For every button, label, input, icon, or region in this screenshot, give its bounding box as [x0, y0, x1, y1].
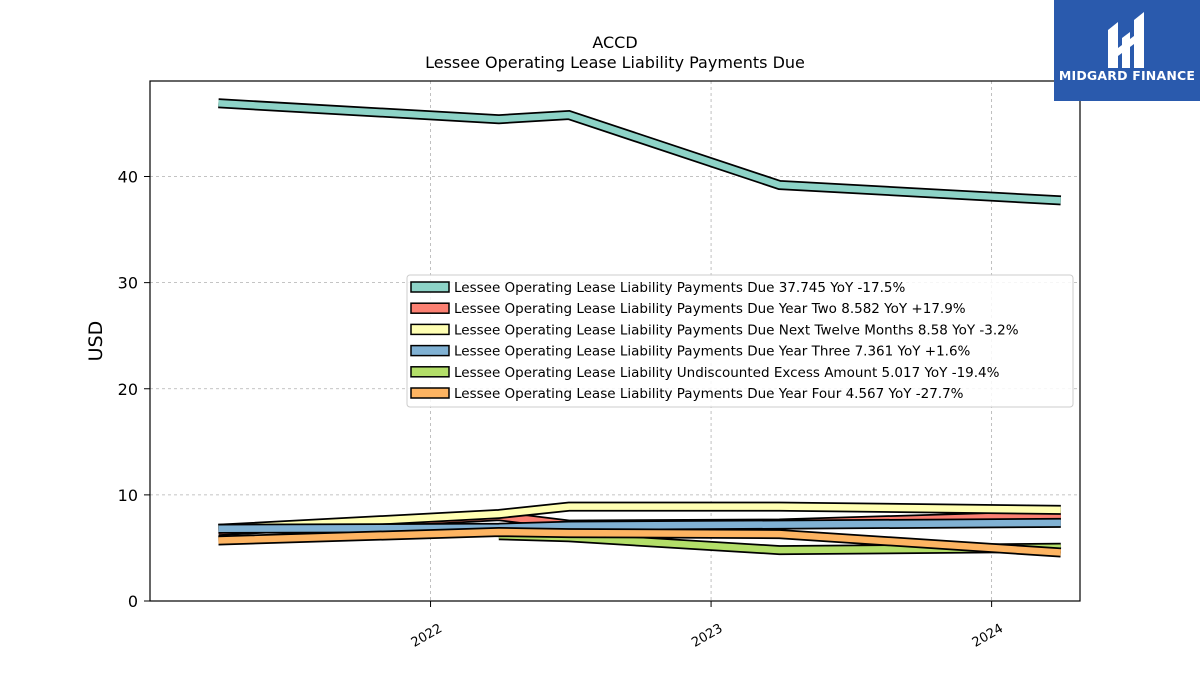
series-fill — [218, 528, 1062, 556]
y-tick-label: 30 — [118, 274, 138, 293]
x-axis: 2022 2023 2024 — [409, 601, 1006, 651]
legend-item: Lessee Operating Lease Liability Payment… — [410, 280, 905, 296]
plot-frame — [149, 80, 1081, 602]
legend-swatch — [410, 387, 450, 399]
y-axis: 0 10 20 30 40 — [118, 168, 150, 611]
legend-label: Lessee Operating Lease Liability Payment… — [454, 280, 905, 296]
y-tick-label: 10 — [118, 486, 138, 505]
x-tick-label: 2023 — [689, 621, 725, 651]
x-tick-label: 2024 — [970, 621, 1006, 651]
y-tick-label: 40 — [118, 168, 138, 187]
legend-item: Lessee Operating Lease Liability Payment… — [410, 386, 964, 402]
series-line — [218, 517, 1061, 534]
legend-item: Lessee Operating Lease Liability Undisco… — [410, 365, 1000, 381]
legend-label: Lessee Operating Lease Liability Payment… — [454, 301, 966, 317]
y-tick-label: 20 — [118, 380, 138, 399]
chart-title: ACCD — [592, 33, 637, 52]
legend-label: Lessee Operating Lease Liability Undisco… — [454, 365, 1000, 381]
legend-swatch — [410, 323, 450, 336]
legend-swatch — [410, 302, 450, 314]
legend-item: Lessee Operating Lease Liability Payment… — [410, 301, 966, 317]
legend-label: Lessee Operating Lease Liability Payment… — [454, 322, 1019, 338]
legend-label: Lessee Operating Lease Liability Payment… — [454, 344, 971, 360]
legend: Lessee Operating Lease Liability Payment… — [406, 274, 1074, 408]
series-line — [218, 501, 1061, 534]
y-axis-label: USD — [85, 321, 107, 362]
legend-item: Lessee Operating Lease Liability Payment… — [410, 322, 1019, 338]
chart-subtitle: Lessee Operating Lease Liability Payment… — [425, 53, 805, 72]
legend-swatch — [410, 366, 450, 378]
series-outline — [218, 98, 1062, 206]
legend-label: Lessee Operating Lease Liability Payment… — [454, 386, 964, 402]
legend-item: Lessee Operating Lease Liability Payment… — [410, 344, 971, 360]
logo-mark-icon — [1108, 12, 1144, 68]
series-fill — [218, 100, 1061, 204]
series-line — [218, 98, 1062, 206]
series-layer — [218, 98, 1062, 558]
x-tick-label: 2022 — [409, 621, 445, 651]
legend-swatch — [410, 344, 450, 357]
series-fill — [218, 519, 1061, 533]
legend-box — [406, 274, 1074, 408]
y-tick-label: 0 — [128, 592, 138, 611]
brand-logo: MIDGARD FINANCE — [1054, 0, 1200, 101]
series-line — [218, 526, 1062, 558]
legend-swatch — [410, 281, 450, 293]
series-fill — [218, 503, 1061, 533]
logo-text: MIDGARD FINANCE — [1058, 68, 1196, 83]
